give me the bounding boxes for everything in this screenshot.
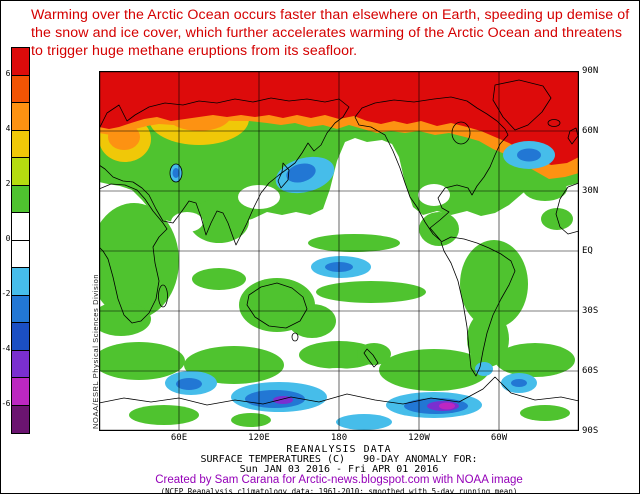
lon-label-60e: 60E	[170, 433, 188, 443]
coastlines	[98, 79, 580, 406]
lon-label-180: 180	[330, 433, 348, 443]
colorbar-tick-2: 2	[5, 179, 11, 188]
lat-label-90n: 90N	[582, 66, 599, 76]
colorbar-tick-m6: -6	[1, 399, 10, 408]
anomaly-map-svg	[89, 71, 580, 431]
colorbar-segment	[12, 185, 29, 213]
lon-label-120e: 120E	[248, 433, 270, 443]
map-border	[99, 71, 579, 431]
colorbar-tick-m2: -2	[1, 289, 10, 298]
colorbar-segment	[12, 48, 29, 76]
colorbar-segment	[12, 130, 29, 158]
colorbar-segment	[12, 158, 29, 186]
graticule	[99, 71, 579, 431]
colorbar-segments	[12, 48, 29, 433]
colorbar-segment	[12, 268, 29, 296]
lon-label-120w: 120W	[408, 433, 430, 443]
anomaly-region-magenta	[439, 402, 455, 410]
caption: Warming over the Arctic Ocean occurs fas…	[31, 7, 630, 60]
colorbar	[11, 47, 30, 434]
colorbar-segment	[12, 75, 29, 103]
lon-label-60w: 60W	[490, 433, 508, 443]
lat-label-60s: 60S	[582, 366, 599, 376]
footer-surface-temps: SURFACE TEMPERATURES (C) 90-DAY ANOMALY …	[200, 454, 478, 465]
colorbar-segment	[12, 295, 29, 323]
colorbar-segment	[12, 240, 29, 268]
lat-label-60n: 60N	[582, 126, 599, 136]
colorbar-tick-4: 4	[5, 124, 11, 133]
footer-climatology-note: (NCEP Reanalysis climatology data: 1961-…	[160, 487, 518, 494]
lat-label-30s: 30S	[582, 306, 599, 316]
colorbar-segment	[12, 213, 29, 241]
footer-credit: Created by Sam Carana for Arctic-news.bl…	[155, 474, 523, 486]
anomaly-map	[89, 71, 580, 431]
footer-reanalysis-data: REANALYSIS DATA	[286, 444, 392, 455]
colorbar-tick-6: 6	[5, 69, 11, 78]
colorbar-segment	[12, 323, 29, 351]
colorbar-segment	[12, 405, 29, 433]
lat-label-eq: EQ	[582, 246, 593, 256]
colorbar-segment	[12, 378, 29, 406]
lat-label-30n: 30N	[582, 186, 599, 196]
footer-date-range: Sun JAN 03 2016 - Fri APR 01 2016	[239, 464, 439, 475]
colorbar-segment	[12, 103, 29, 131]
colorbar-segment	[12, 350, 29, 378]
colorbar-tick-0: 0	[5, 234, 11, 243]
colorbar-tick-m4: -4	[1, 344, 10, 353]
lat-label-90s: 90S	[582, 426, 599, 436]
